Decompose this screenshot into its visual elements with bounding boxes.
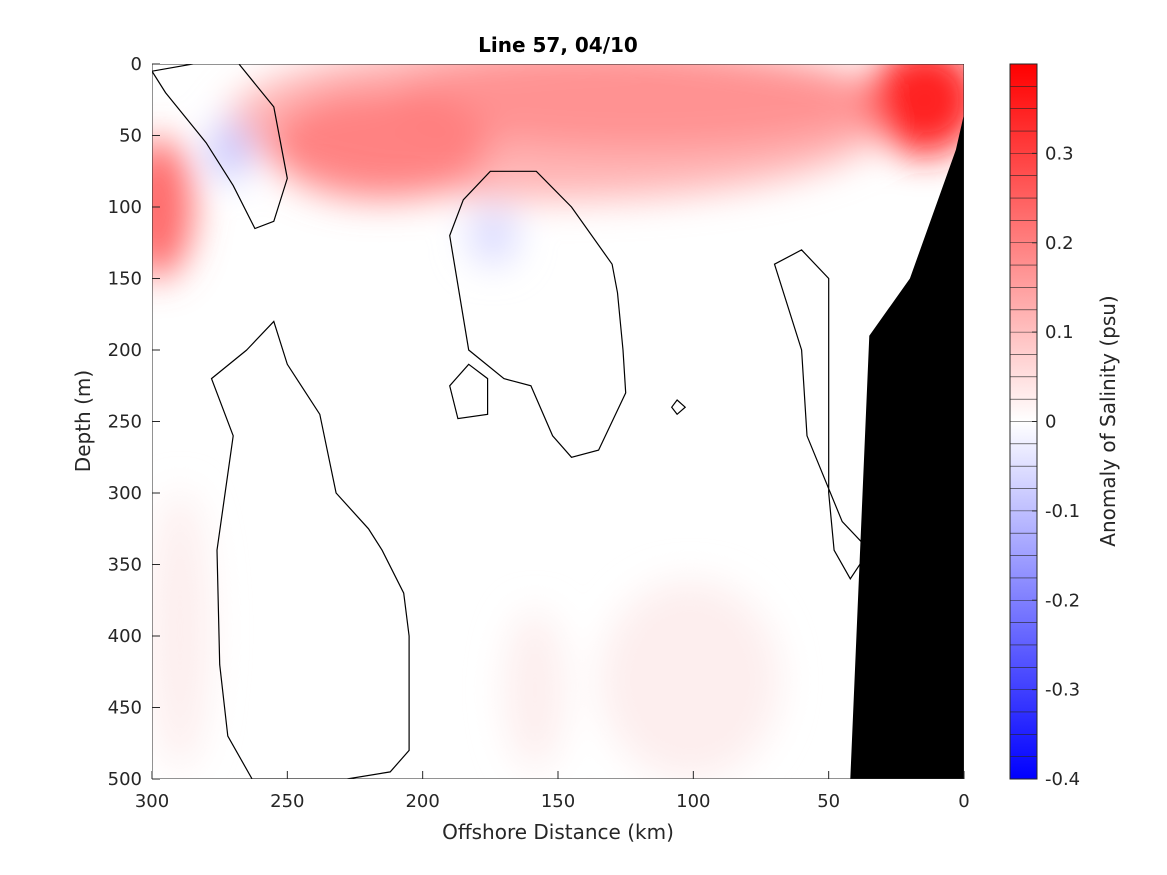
- plot-area: [152, 64, 964, 779]
- x-tick-label: 250: [270, 791, 304, 812]
- zero-contour: [449, 170, 627, 458]
- chart-title: Line 57, 04/10: [478, 33, 638, 57]
- weak-positive-band: [152, 490, 210, 770]
- y-tick-label: 350: [108, 555, 142, 576]
- weak-negative-band: [208, 120, 252, 180]
- colorbar: -0.4 -0.3 -0.2 -0.1 0 0.1 0.2 0.3: [1009, 63, 1080, 790]
- positive-anomaly-band: [390, 64, 890, 150]
- y-tick-label: 100: [108, 197, 142, 218]
- y-tick-label: 250: [108, 412, 142, 433]
- y-axis-label: Depth (m): [71, 370, 95, 472]
- colorbar-ticks: -0.4 -0.3 -0.2 -0.1 0 0.1 0.2 0.3: [1032, 143, 1080, 790]
- positive-anomaly-band: [152, 138, 193, 278]
- zero-contour: [773, 249, 871, 580]
- zero-contour: [152, 64, 288, 230]
- zero-contours: [152, 64, 871, 779]
- colorbar-tick-label: 0.1: [1045, 322, 1074, 343]
- colorbar-tick-label: 0.2: [1045, 233, 1074, 254]
- zero-contour: [210, 320, 410, 779]
- colorbar-tick-label: -0.3: [1045, 680, 1080, 701]
- y-axis: 0 50 100 150 200 250 300 350 400 450 500: [108, 54, 160, 790]
- colorbar-label: Anomaly of Salinity (psu): [1096, 295, 1120, 546]
- x-tick-label: 100: [676, 791, 710, 812]
- weak-positive-band: [505, 610, 565, 770]
- x-tick-label: 50: [817, 791, 840, 812]
- bathymetry-mask: [850, 114, 964, 779]
- y-tick-label: 50: [119, 126, 142, 147]
- x-axis-label: Offshore Distance (km): [442, 820, 674, 844]
- y-tick-label: 400: [108, 626, 142, 647]
- x-tick-label: 300: [135, 791, 169, 812]
- zero-contour: [449, 363, 489, 420]
- y-tick-label: 150: [108, 269, 142, 290]
- y-tick-label: 500: [108, 769, 142, 790]
- colorbar-tick-label: -0.2: [1045, 590, 1080, 611]
- positive-anomaly-band: [270, 90, 490, 200]
- x-axis: 300 250 200 150 100 50 0: [135, 771, 970, 812]
- x-tick-label: 150: [541, 791, 575, 812]
- x-tick-label: 200: [405, 791, 439, 812]
- colorbar-tick-label: 0: [1045, 412, 1056, 433]
- y-tick-label: 200: [108, 340, 142, 361]
- zero-contour: [670, 399, 687, 416]
- colorbar-tick-label: -0.1: [1045, 501, 1080, 522]
- x-tick-label: 0: [958, 791, 969, 812]
- y-tick-label: 450: [108, 698, 142, 719]
- weak-negative-band: [468, 205, 518, 265]
- colorbar-tick-label: 0.3: [1045, 143, 1074, 164]
- colorbar-tick-label: -0.4: [1045, 769, 1080, 790]
- y-tick-label: 0: [131, 54, 142, 75]
- salinity-anomaly-field: [152, 64, 964, 779]
- weak-positive-band: [600, 580, 780, 779]
- y-tick-label: 300: [108, 483, 142, 504]
- positive-anomaly-band: [870, 64, 964, 155]
